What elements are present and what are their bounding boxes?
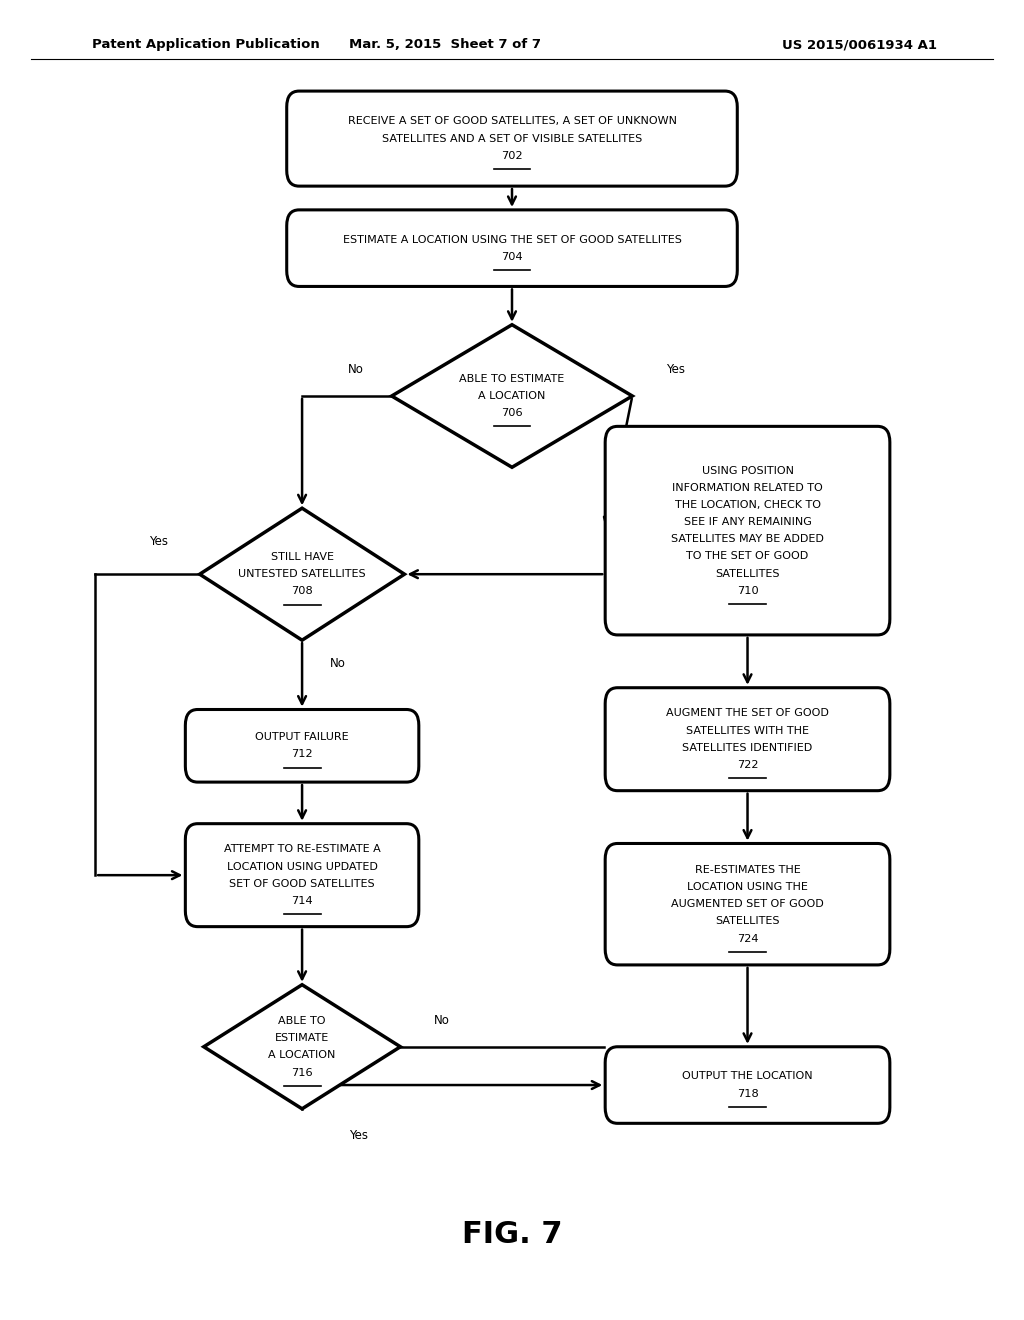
- Text: A LOCATION: A LOCATION: [478, 391, 546, 401]
- Text: 702: 702: [501, 150, 523, 161]
- Polygon shape: [391, 325, 632, 467]
- Text: RECEIVE A SET OF GOOD SATELLITES, A SET OF UNKNOWN: RECEIVE A SET OF GOOD SATELLITES, A SET …: [347, 116, 677, 127]
- Text: 724: 724: [737, 933, 758, 944]
- FancyBboxPatch shape: [605, 843, 890, 965]
- Text: SATELLITES: SATELLITES: [716, 916, 779, 927]
- Text: ABLE TO: ABLE TO: [279, 1016, 326, 1026]
- Text: OUTPUT THE LOCATION: OUTPUT THE LOCATION: [682, 1072, 813, 1081]
- Polygon shape: [204, 985, 400, 1109]
- Text: 722: 722: [737, 760, 758, 770]
- Text: LOCATION USING UPDATED: LOCATION USING UPDATED: [226, 862, 378, 871]
- Text: Yes: Yes: [349, 1129, 368, 1142]
- Text: USING POSITION: USING POSITION: [701, 466, 794, 475]
- FancyBboxPatch shape: [605, 688, 890, 791]
- Text: FIG. 7: FIG. 7: [462, 1220, 562, 1249]
- Text: US 2015/0061934 A1: US 2015/0061934 A1: [782, 38, 937, 51]
- Text: 710: 710: [736, 586, 759, 595]
- Text: No: No: [433, 1014, 450, 1027]
- Text: No: No: [348, 363, 364, 376]
- Text: SATELLITES IDENTIFIED: SATELLITES IDENTIFIED: [682, 743, 813, 752]
- Text: A LOCATION: A LOCATION: [268, 1051, 336, 1060]
- Text: ABLE TO ESTIMATE: ABLE TO ESTIMATE: [460, 374, 564, 384]
- Text: 704: 704: [501, 252, 523, 261]
- Text: 706: 706: [501, 408, 523, 418]
- Text: SEE IF ANY REMAINING: SEE IF ANY REMAINING: [684, 517, 811, 527]
- Text: ESTIMATE: ESTIMATE: [275, 1034, 329, 1043]
- FancyBboxPatch shape: [605, 1047, 890, 1123]
- Text: Yes: Yes: [150, 535, 168, 548]
- Text: 718: 718: [736, 1089, 759, 1098]
- FancyBboxPatch shape: [185, 824, 419, 927]
- Text: RE-ESTIMATES THE: RE-ESTIMATES THE: [694, 865, 801, 875]
- Text: AUGMENT THE SET OF GOOD: AUGMENT THE SET OF GOOD: [666, 709, 829, 718]
- Text: TO THE SET OF GOOD: TO THE SET OF GOOD: [686, 552, 809, 561]
- Text: Patent Application Publication: Patent Application Publication: [92, 38, 319, 51]
- Text: AUGMENTED SET OF GOOD: AUGMENTED SET OF GOOD: [671, 899, 824, 909]
- Text: No: No: [330, 657, 346, 671]
- Text: Yes: Yes: [666, 363, 685, 376]
- Text: OUTPUT FAILURE: OUTPUT FAILURE: [255, 733, 349, 742]
- Text: SET OF GOOD SATELLITES: SET OF GOOD SATELLITES: [229, 879, 375, 888]
- FancyBboxPatch shape: [185, 710, 419, 781]
- Text: 716: 716: [291, 1068, 313, 1077]
- Text: 712: 712: [291, 750, 313, 759]
- Text: THE LOCATION, CHECK TO: THE LOCATION, CHECK TO: [675, 500, 820, 510]
- Text: 708: 708: [291, 586, 313, 597]
- Text: SATELLITES MAY BE ADDED: SATELLITES MAY BE ADDED: [671, 535, 824, 544]
- FancyBboxPatch shape: [287, 91, 737, 186]
- Text: SATELLITES AND A SET OF VISIBLE SATELLITES: SATELLITES AND A SET OF VISIBLE SATELLIT…: [382, 133, 642, 144]
- Text: STILL HAVE: STILL HAVE: [270, 552, 334, 562]
- Text: LOCATION USING THE: LOCATION USING THE: [687, 882, 808, 892]
- FancyBboxPatch shape: [605, 426, 890, 635]
- Polygon shape: [200, 508, 404, 640]
- Text: ATTEMPT TO RE-ESTIMATE A: ATTEMPT TO RE-ESTIMATE A: [223, 845, 381, 854]
- Text: UNTESTED SATELLITES: UNTESTED SATELLITES: [239, 569, 366, 579]
- FancyBboxPatch shape: [287, 210, 737, 286]
- Text: Mar. 5, 2015  Sheet 7 of 7: Mar. 5, 2015 Sheet 7 of 7: [349, 38, 542, 51]
- Text: SATELLITES: SATELLITES: [716, 569, 779, 578]
- Text: SATELLITES WITH THE: SATELLITES WITH THE: [686, 726, 809, 735]
- Text: 714: 714: [291, 896, 313, 906]
- Text: INFORMATION RELATED TO: INFORMATION RELATED TO: [672, 483, 823, 492]
- Text: ESTIMATE A LOCATION USING THE SET OF GOOD SATELLITES: ESTIMATE A LOCATION USING THE SET OF GOO…: [343, 235, 681, 244]
